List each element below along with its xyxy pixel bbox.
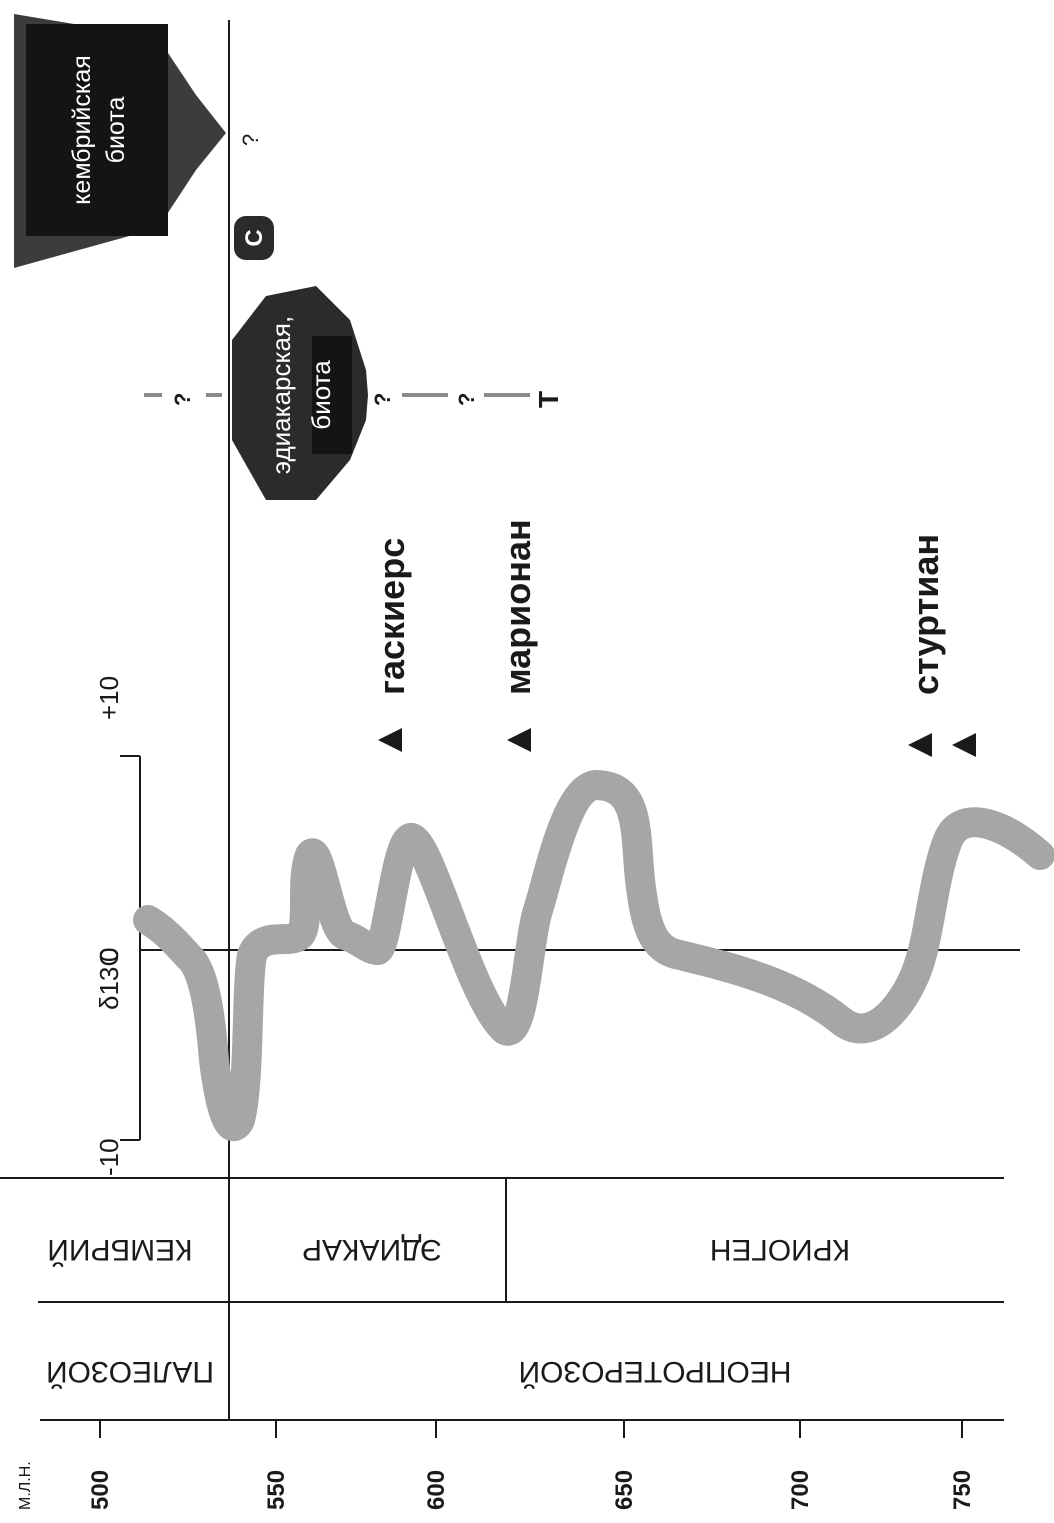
- glaciation-marker-sturtian-2: [952, 733, 976, 757]
- ediacaran-biota: эдиакарская, биота: [232, 286, 368, 500]
- period-label-cambrian: КЕМБРИЙ: [47, 1233, 192, 1267]
- glaciation-label-gaskiers: гаскиерс: [371, 538, 412, 695]
- isotope-axis-title: δ13C: [94, 948, 124, 1010]
- era-label-neoproterozoic: НЕОПРОТЕРОЗОЙ: [519, 1355, 792, 1389]
- age-tick-label: 550: [263, 1470, 290, 1510]
- marker-c-label: C: [241, 229, 268, 246]
- cambrian-biota: кембрийская биота: [14, 14, 226, 268]
- cambrian-biota-label-line2: биота: [102, 97, 130, 164]
- isotope-curve: [133, 770, 1054, 1142]
- glaciation-marker-sturtian-1: [908, 733, 932, 757]
- uncertainty-mark: ?: [170, 393, 195, 406]
- glaciation-marker-marinoan: [507, 728, 531, 752]
- marker-t-label: T: [533, 391, 564, 408]
- uncertainty-mark: ?: [238, 134, 263, 146]
- glaciation-label-marinoan: марионан: [497, 519, 538, 695]
- period-label-ediacaran: ЭДИАКАР: [302, 1233, 442, 1266]
- glaciation-marker-gaskiers: [378, 728, 402, 752]
- age-axis: [99, 1420, 963, 1438]
- marker-c-badge: [234, 216, 274, 260]
- glaciation-label-sturtian: стуртиан: [905, 534, 946, 695]
- isotope-tick-label: -10: [94, 1138, 124, 1176]
- cambrian-biota-core: [26, 24, 168, 236]
- uncertainty-mark: ?: [370, 393, 395, 406]
- age-units-label: М.Л.Н.: [17, 1461, 34, 1510]
- era-label-paleozoic: ПАЛЕОЗОЙ: [46, 1355, 214, 1389]
- strat-grid: [0, 1177, 1004, 1421]
- age-tick-label: 750: [949, 1470, 976, 1510]
- uncertainty-mark: ?: [454, 393, 479, 406]
- ediacaran-biota-label-line1: эдиакарская,: [266, 316, 296, 474]
- ediacaran-biota-label-line2: биота: [306, 360, 336, 430]
- cambrian-biota-label-line1: кембрийская: [68, 55, 96, 205]
- age-tick-label: 500: [87, 1470, 114, 1510]
- age-tick-label: 650: [611, 1470, 638, 1510]
- ediacaran-biota-core: [312, 336, 352, 454]
- age-tick-label: 700: [787, 1470, 814, 1510]
- period-label-cryogenian: КРИОГЕН: [710, 1233, 850, 1266]
- isotope-tick-label: 0: [94, 948, 124, 962]
- age-tick-label: 600: [423, 1470, 450, 1510]
- isotope-tick-label: +10: [94, 676, 124, 720]
